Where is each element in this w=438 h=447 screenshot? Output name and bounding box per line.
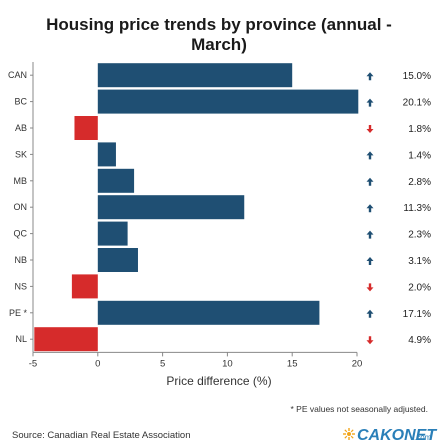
category-label: AB [15, 123, 27, 133]
footnote: * PE values not seasonally adjusted. [290, 404, 428, 414]
down-arrow-icon [366, 336, 374, 345]
x-tick-label: 20 [352, 358, 363, 369]
bar [97, 89, 359, 114]
x-tick-label: 0 [95, 358, 100, 369]
bar [97, 300, 320, 325]
category-label: NB [14, 255, 27, 265]
data-label: 20.1% [403, 98, 431, 109]
category-label: MB [14, 176, 28, 186]
bar [97, 63, 293, 88]
plot-area: CAN 15.0% BC 20.1% AB 1.8% SK 1.4% MB 2.8% ON 11.3%… [8, 62, 431, 369]
bar [71, 274, 98, 299]
logo-mark-icon [343, 428, 355, 440]
cakonet-logo: CAKONET .com [343, 427, 437, 444]
logo-suffix: .com [414, 433, 432, 442]
x-tick-label: 10 [222, 358, 233, 369]
bar [97, 168, 135, 193]
chart-title-line-2: March) [191, 35, 247, 54]
category-label: NS [14, 281, 27, 291]
category-label: PE * [9, 308, 28, 318]
data-label: 2.3% [408, 230, 431, 241]
up-arrow-icon [366, 72, 374, 81]
x-tick-label: 5 [160, 358, 165, 369]
chart-title-line-1: Housing price trends by province (annual… [46, 15, 392, 34]
category-label: QC [14, 229, 28, 239]
bar [74, 116, 98, 140]
data-label: 15.0% [403, 71, 431, 82]
up-arrow-icon [366, 257, 374, 265]
down-arrow-icon [366, 125, 374, 133]
data-label: 2.0% [408, 282, 431, 293]
x-axis-label: Price difference (%) [166, 374, 271, 388]
category-label: CAN [8, 70, 27, 80]
up-arrow-icon [366, 204, 374, 213]
data-label: 2.8% [408, 177, 431, 188]
data-label: 1.8% [408, 124, 431, 135]
up-arrow-icon [366, 309, 374, 318]
bar [34, 327, 98, 352]
data-label: 1.4% [408, 150, 431, 161]
x-tick-label: -5 [29, 358, 37, 369]
logo-text: CAKONET [357, 427, 437, 444]
data-label: 4.9% [408, 335, 431, 346]
up-arrow-icon [366, 177, 374, 186]
up-arrow-icon [366, 98, 374, 107]
data-label: 17.1% [403, 309, 431, 320]
bar [97, 195, 245, 220]
category-label: SK [15, 149, 27, 159]
source-text: Source: Canadian Real Estate Association [12, 430, 191, 441]
category-label: NL [15, 334, 27, 344]
bar [97, 221, 128, 246]
data-label: 11.3% [403, 203, 431, 214]
up-arrow-icon [366, 230, 374, 239]
data-label: 3.1% [408, 256, 431, 267]
x-tick-label: 15 [287, 358, 298, 369]
category-label: BC [14, 97, 27, 107]
category-label: ON [14, 202, 28, 212]
bar [97, 142, 116, 167]
up-arrow-icon [366, 151, 374, 160]
down-arrow-icon [366, 283, 374, 292]
bar [97, 248, 138, 272]
